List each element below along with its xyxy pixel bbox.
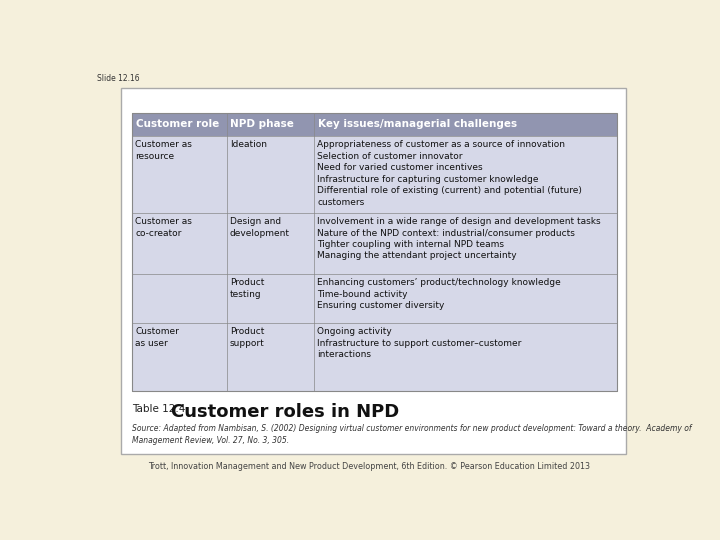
FancyBboxPatch shape — [132, 274, 617, 323]
Text: Product
testing: Product testing — [230, 278, 264, 299]
Text: Involvement in a wide range of design and development tasks
Nature of the NPD co: Involvement in a wide range of design an… — [318, 217, 601, 260]
FancyBboxPatch shape — [121, 87, 626, 454]
Text: Customer
as user: Customer as user — [135, 327, 179, 348]
Text: Slide 12.16: Slide 12.16 — [97, 74, 140, 83]
Text: Ideation: Ideation — [230, 140, 267, 150]
Text: Enhancing customers’ product/technology knowledge
Time-bound activity
Ensuring c: Enhancing customers’ product/technology … — [318, 278, 561, 310]
Text: Source: Adapted from Nambisan, S. (2002) Designing virtual customer environments: Source: Adapted from Nambisan, S. (2002)… — [132, 424, 691, 445]
FancyBboxPatch shape — [132, 136, 617, 213]
Text: Key issues/managerial challenges: Key issues/managerial challenges — [318, 119, 517, 130]
Text: NPD phase: NPD phase — [230, 119, 294, 130]
Text: Table 12.4: Table 12.4 — [132, 404, 185, 414]
FancyBboxPatch shape — [132, 213, 617, 274]
Text: Product
support: Product support — [230, 327, 265, 348]
Text: Design and
development: Design and development — [230, 217, 290, 238]
Text: Customer as
resource: Customer as resource — [135, 140, 192, 161]
Text: Trott, Innovation Management and New Product Development, 6th Edition. © Pearson: Trott, Innovation Management and New Pro… — [148, 462, 590, 471]
FancyBboxPatch shape — [132, 323, 617, 391]
Text: Customer roles in NPD: Customer roles in NPD — [171, 403, 399, 421]
Text: Customer role: Customer role — [136, 119, 219, 130]
Text: Ongoing activity
Infrastructure to support customer–customer
interactions: Ongoing activity Infrastructure to suppo… — [318, 327, 521, 359]
Text: Appropriateness of customer as a source of innovation
Selection of customer inno: Appropriateness of customer as a source … — [318, 140, 582, 207]
FancyBboxPatch shape — [132, 113, 617, 136]
Text: Customer as
co-creator: Customer as co-creator — [135, 217, 192, 238]
